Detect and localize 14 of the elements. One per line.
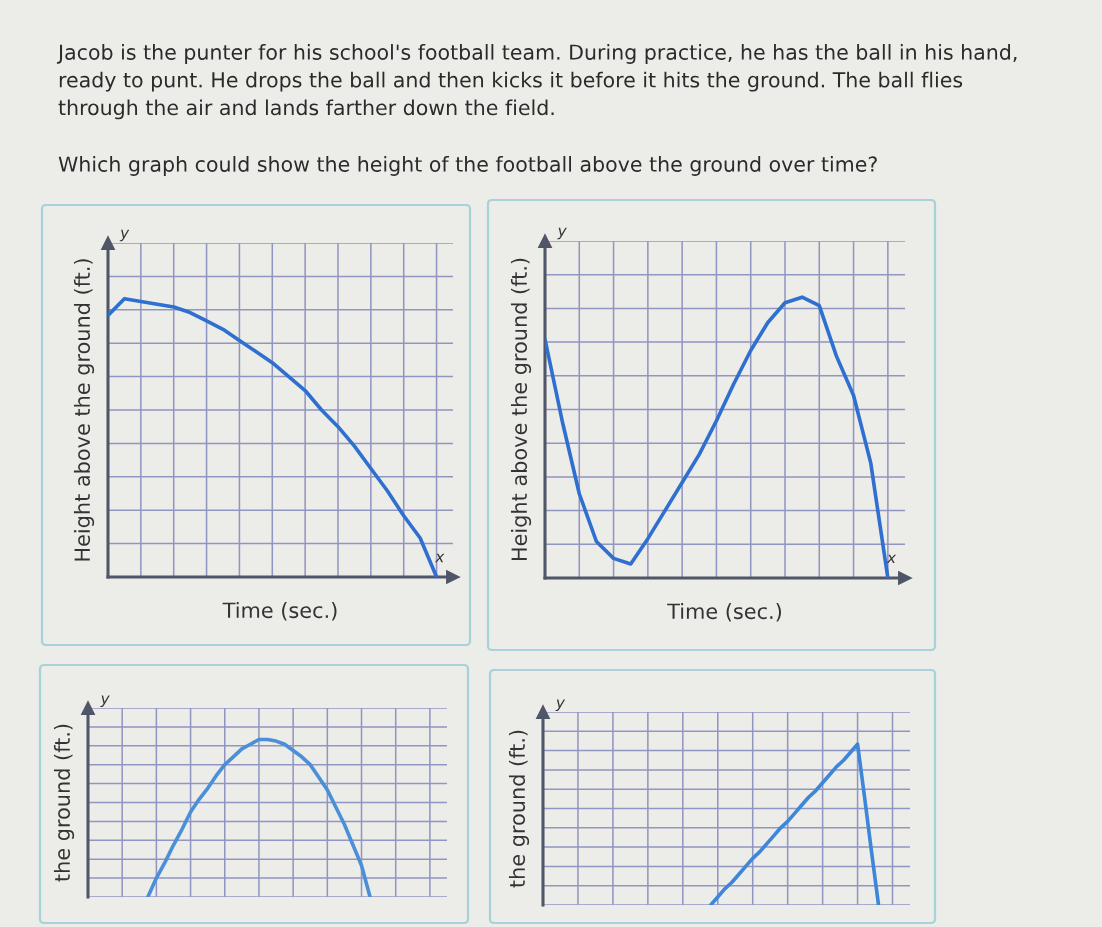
text: y bbox=[557, 227, 567, 240]
x-axis-title: Time (sec.) bbox=[667, 603, 782, 622]
y-axis-title: the ground (ft.) bbox=[508, 730, 530, 888]
y-axis-title: Height above the ground (ft.) bbox=[510, 258, 532, 561]
text: y bbox=[555, 699, 566, 712]
annotation: x bbox=[434, 553, 445, 563]
annotation: x bbox=[886, 554, 897, 564]
y-axis-title: Height above the ground (ft.) bbox=[73, 259, 95, 561]
x-axis-title: Time (sec.) bbox=[222, 602, 337, 621]
chart-subtitle: Which graph could show the height of the football above the ground over time? bbox=[58, 156, 877, 176]
y-axis-title: the ground (ft.) bbox=[53, 724, 75, 882]
text: Jacob is the punter for his school's football team. During practice, he has the ball in his hand, ready to punt. He drops the ball and then kicks it before it hits the ground. The ball flies through the air and lands farther down the field. bbox=[56, 44, 1017, 120]
text: y bbox=[119, 229, 130, 242]
text: y bbox=[100, 695, 110, 708]
